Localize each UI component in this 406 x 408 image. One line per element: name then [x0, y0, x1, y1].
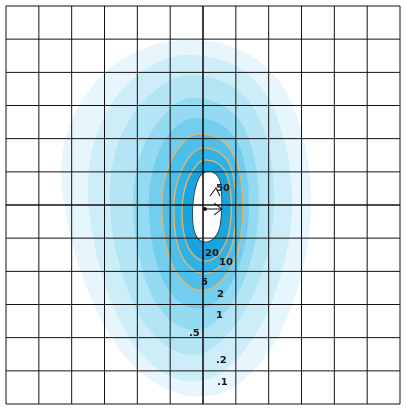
label-10: 10 [219, 257, 233, 268]
contour-line-5 [161, 133, 244, 291]
contour-labels: 50 20 10 5 2 1 .5 .2 .1 [189, 183, 233, 388]
label-20: 20 [205, 248, 219, 259]
contour-core-50 [192, 171, 223, 243]
center-marker-icon [203, 187, 223, 216]
label-0.2: .2 [216, 355, 227, 366]
label-1: 1 [216, 310, 223, 321]
label-0.1: .1 [217, 377, 228, 388]
label-2: 2 [217, 289, 224, 300]
label-50: 50 [216, 183, 230, 194]
contour-lines [161, 133, 244, 291]
contour-line-10 [173, 147, 237, 275]
label-5: 5 [201, 277, 208, 288]
contour-line-20 [181, 159, 232, 262]
label-0.5: .5 [189, 328, 200, 339]
contour-bands [61, 39, 312, 397]
grid-lines [5, 5, 401, 405]
